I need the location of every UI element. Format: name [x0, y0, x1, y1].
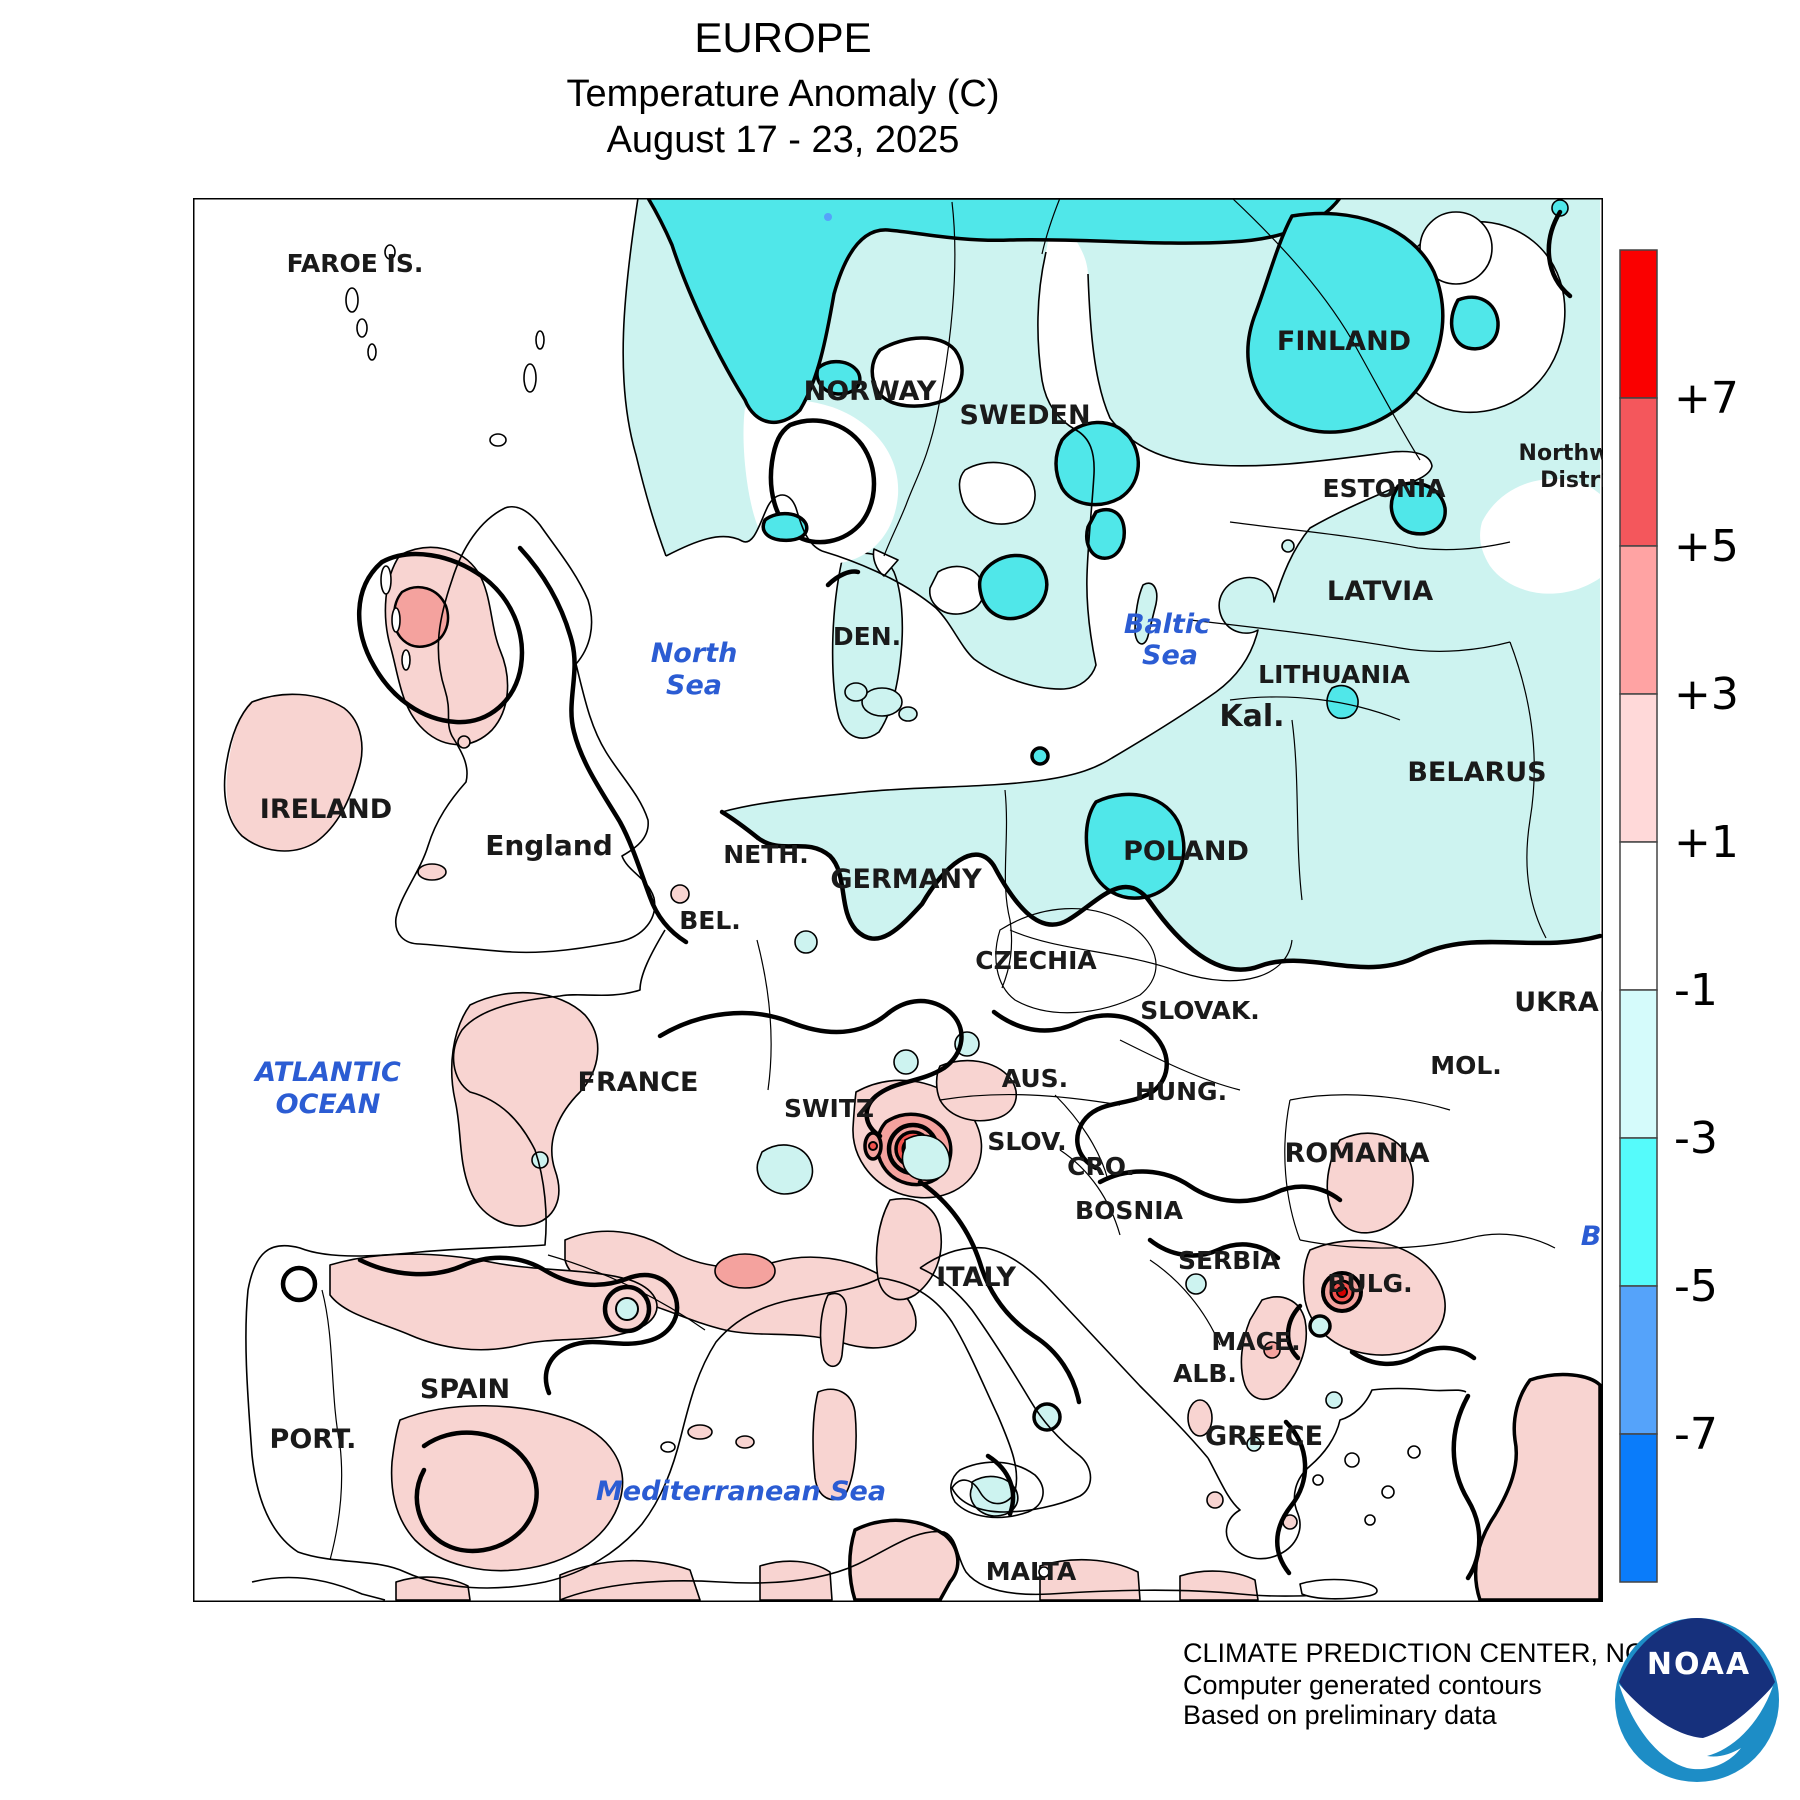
- map-labels: FAROE IS. NORWAY SWEDEN FINLAND ESTONIA North…: [253, 249, 1650, 1586]
- coastlines: [223, 198, 1467, 1601]
- country-label: ALB.: [1173, 1359, 1237, 1388]
- legend-tick-label: -5: [1674, 1261, 1718, 1312]
- legend-color-box: [1619, 249, 1658, 399]
- legend-tick-label: -7: [1674, 1409, 1718, 1460]
- credits-block: CLIMATE PREDICTION CENTER, NOAA Computer…: [1183, 1638, 1682, 1730]
- title-block: EUROPE Temperature Anomaly (C) August 17…: [567, 14, 1000, 161]
- country-label: ESTONIA: [1323, 474, 1447, 503]
- legend-tick-label: +5: [1674, 521, 1739, 572]
- title-region: EUROPE: [694, 14, 871, 61]
- country-label: MALTA: [986, 1557, 1077, 1586]
- country-label: BELARUS: [1407, 757, 1546, 788]
- color-scale-legend: +7 +5 +3 +1 -1 -3 -5 -7: [1619, 249, 1739, 1583]
- country-label: BEL.: [679, 906, 741, 935]
- country-label: POLAND: [1123, 836, 1249, 867]
- title-daterange: August 17 - 23, 2025: [607, 119, 960, 161]
- country-label: SPAIN: [420, 1374, 510, 1405]
- sea-label: Sea: [666, 670, 722, 701]
- credit-disclaimer: Based on preliminary data: [1183, 1700, 1498, 1730]
- noaa-logo-kite: [1619, 1618, 1775, 1751]
- noaa-logo: NOAA: [1615, 1618, 1779, 1782]
- country-label: IRELAND: [260, 794, 392, 825]
- sea-label: OCEAN: [276, 1089, 381, 1120]
- country-label: England: [485, 829, 613, 862]
- country-label: UKRAINE: [1514, 987, 1650, 1018]
- sea-label: North: [651, 638, 738, 669]
- sea-label: ATLANTIC: [253, 1057, 401, 1088]
- country-label: FINLAND: [1277, 326, 1411, 357]
- country-label: LITHUANIA: [1258, 660, 1410, 689]
- legend-tick-label: +3: [1674, 669, 1739, 720]
- sea-label: Sea: [1142, 640, 1198, 671]
- country-label: Kal.: [1219, 699, 1284, 734]
- credit-method: Computer generated contours: [1183, 1670, 1542, 1700]
- country-label: CZECHIA: [975, 946, 1097, 975]
- country-label: SWITZ: [784, 1094, 874, 1123]
- legend-color-box: [1619, 1433, 1658, 1583]
- country-label: GREECE: [1205, 1421, 1323, 1452]
- sea-label: Mediterranean Sea: [596, 1476, 886, 1507]
- country-borders: [321, 198, 1556, 1561]
- noaa-logo-seagull-icon: [1619, 1684, 1773, 1770]
- country-label: BULG.: [1327, 1269, 1412, 1298]
- colder-patches: [646, 198, 1569, 900]
- country-label: SERBIA: [1178, 1246, 1281, 1275]
- country-label: AUS.: [1002, 1064, 1068, 1093]
- country-label: CRO.: [1067, 1152, 1135, 1181]
- small-cold-spots: [531, 539, 1343, 1517]
- country-label: GERMANY: [830, 864, 982, 895]
- legend-tick-label: -1: [1674, 965, 1718, 1016]
- legend-color-box: [1619, 545, 1658, 695]
- country-label: SLOV.: [987, 1127, 1066, 1156]
- country-label: ROMANIA: [1284, 1138, 1429, 1169]
- credit-source: CLIMATE PREDICTION CENTER, NOAA: [1183, 1638, 1682, 1668]
- title-variable: Temperature Anomaly (C): [567, 73, 1000, 115]
- country-label: MOL.: [1430, 1051, 1502, 1080]
- legend-color-box: [1619, 841, 1658, 991]
- legend-color-box: [1619, 693, 1658, 843]
- country-label: Northw: [1519, 441, 1610, 466]
- country-label: BOSNIA: [1075, 1196, 1184, 1225]
- country-label: SWEDEN: [959, 400, 1090, 431]
- legend-tick-label: +1: [1674, 817, 1739, 868]
- legend-tick-label: +7: [1674, 373, 1739, 424]
- country-label: HUNG.: [1135, 1077, 1227, 1106]
- legend-color-box: [1619, 989, 1658, 1139]
- legend-color-box: [1619, 1285, 1658, 1435]
- country-label: FRANCE: [578, 1067, 699, 1098]
- country-label: MACE.: [1211, 1327, 1300, 1356]
- sea-label: Baltic: [1124, 609, 1210, 640]
- country-label: NORWAY: [804, 376, 937, 407]
- country-label: DEN.: [833, 622, 901, 651]
- country-label: PORT.: [270, 1424, 357, 1455]
- country-label: ITALY: [936, 1262, 1016, 1293]
- noaa-logo-text: NOAA: [1647, 1647, 1751, 1682]
- legend-color-box: [1619, 397, 1658, 547]
- country-label: FAROE IS.: [287, 249, 424, 278]
- country-label: Distri: [1540, 468, 1608, 493]
- country-label: NETH.: [723, 840, 808, 869]
- contour-lines: [280, 209, 1603, 1581]
- legend-tick-label: -3: [1674, 1113, 1718, 1164]
- sea-label: B: [1581, 1221, 1602, 1252]
- map-canvas: FAROE IS. NORWAY SWEDEN FINLAND ESTONIA North…: [193, 198, 1650, 1602]
- country-label: LATVIA: [1327, 576, 1433, 607]
- legend-color-box: [1619, 1137, 1658, 1287]
- country-label: SLOVAK.: [1140, 996, 1260, 1025]
